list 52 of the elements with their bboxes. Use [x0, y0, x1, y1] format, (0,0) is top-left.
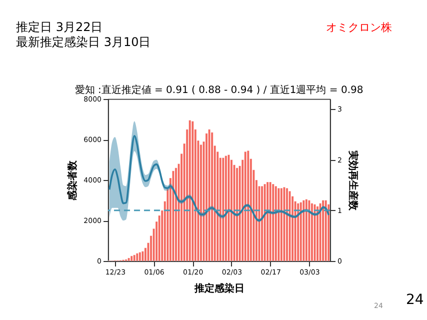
bar	[188, 120, 192, 262]
text: 最新推定感染日 3月10日	[16, 35, 151, 49]
bar	[308, 200, 310, 262]
bar	[305, 199, 308, 262]
bar	[310, 203, 314, 262]
bar	[327, 204, 330, 262]
bar	[288, 191, 291, 262]
bar	[244, 152, 247, 262]
x-axis-title: 推定感染日	[194, 282, 244, 294]
bar	[278, 188, 280, 262]
bar	[205, 133, 208, 262]
y2-axis-title: 実効再生産数	[346, 150, 359, 212]
bar	[266, 182, 269, 262]
bar	[130, 256, 133, 262]
chart-title: 愛知 :直近推定値 = 0.91 ( 0.88 - 0.94 ) / 直近1週平均 = 0.98	[74, 84, 364, 96]
bar	[322, 200, 324, 262]
bar	[272, 184, 274, 262]
text: オミクロン株	[326, 21, 392, 34]
bar	[172, 170, 174, 262]
bar	[210, 132, 214, 262]
bar	[324, 200, 327, 262]
bar	[286, 188, 288, 262]
bar	[128, 258, 130, 262]
bar	[316, 206, 319, 262]
bar	[283, 186, 286, 262]
bar	[296, 203, 300, 262]
bar	[314, 204, 316, 262]
bar	[191, 121, 194, 262]
bar	[260, 186, 264, 262]
bar	[224, 156, 228, 262]
bar	[269, 182, 272, 262]
bar	[319, 203, 322, 262]
bar	[208, 129, 210, 262]
bar	[274, 186, 278, 262]
bar	[246, 150, 250, 262]
bar	[222, 158, 224, 262]
bar	[133, 254, 136, 262]
bar	[228, 154, 230, 262]
bar	[300, 202, 302, 262]
bar	[236, 168, 238, 262]
bar	[174, 168, 178, 262]
text: 24	[406, 292, 424, 308]
bar	[302, 200, 305, 262]
bar	[138, 252, 142, 262]
bar	[280, 188, 283, 262]
line-series	[108, 135, 330, 222]
text: 推定日 3月22日	[16, 20, 103, 34]
bar	[136, 253, 138, 262]
bar	[200, 144, 202, 262]
y-axis-title: 感染者数	[66, 160, 79, 202]
bar	[142, 251, 144, 262]
bar	[264, 184, 266, 262]
